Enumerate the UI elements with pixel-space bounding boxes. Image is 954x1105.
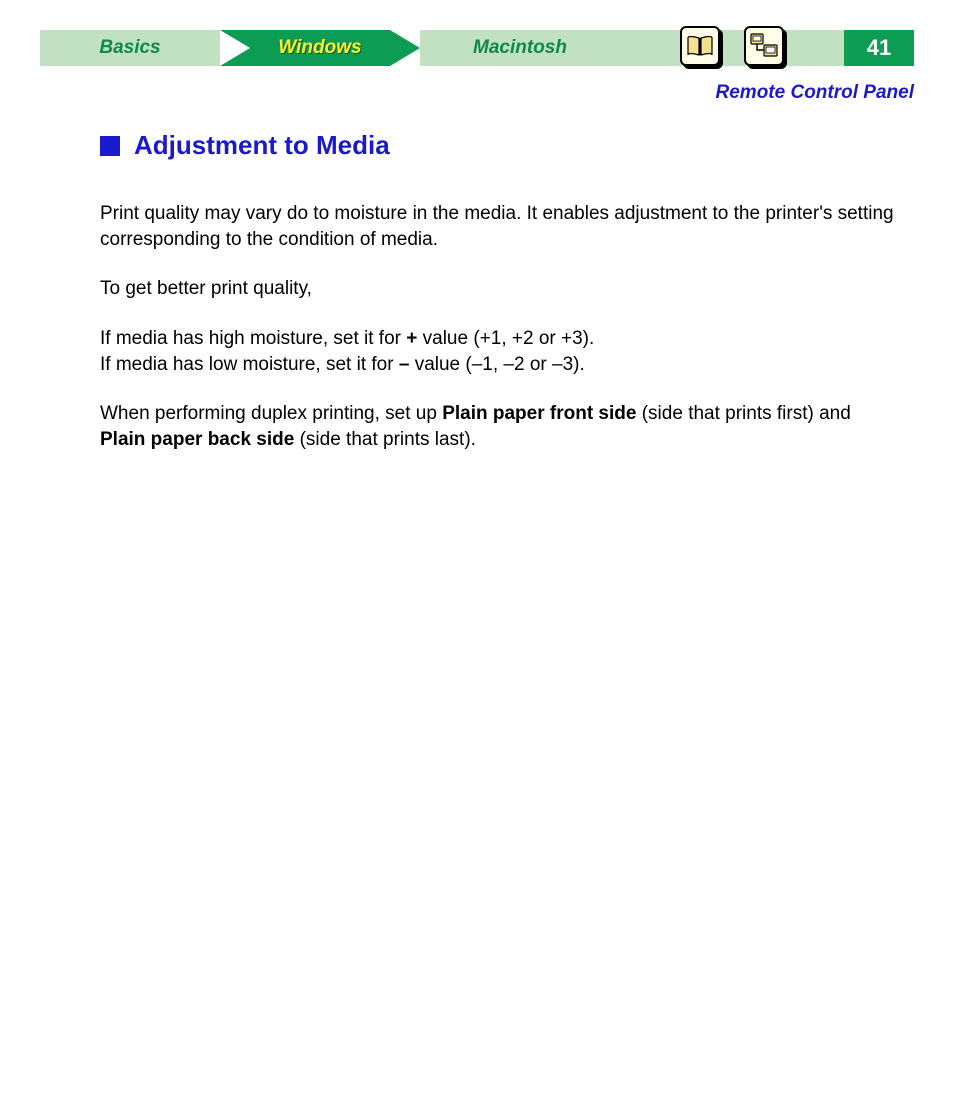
heading-bullet-icon (100, 136, 120, 156)
p5-a: When performing duplex printing, set up (100, 403, 442, 424)
heading-text: Adjustment to Media (134, 130, 390, 161)
p4-prefix: If media has low moisture, set it for (100, 354, 399, 375)
tab-windows[interactable]: Windows (220, 30, 420, 66)
tab-macintosh-label: Macintosh (473, 37, 567, 59)
nav-bar: Basics Windows Macintosh (40, 30, 914, 66)
paragraph-4: If media has low moisture, set it for – … (100, 352, 894, 378)
p3-suffix: value (+1, +2 or +3). (417, 328, 594, 349)
tab-windows-label: Windows (220, 30, 420, 66)
page-number-value: 41 (867, 35, 891, 61)
section-heading: Adjustment to Media (100, 130, 894, 161)
p5-bold2: Plain paper back side (100, 429, 294, 450)
p3-prefix: If media has high moisture, set it for (100, 328, 406, 349)
p5-c: (side that prints last). (294, 429, 476, 450)
paragraph-1: Print quality may vary do to moisture in… (100, 201, 894, 252)
p3-plus: + (406, 328, 417, 349)
p4-minus: – (399, 354, 410, 375)
page-number: 41 (844, 30, 914, 66)
p4-suffix: value (–1, –2 or –3). (409, 354, 584, 375)
body-text: Print quality may vary do to moisture in… (100, 201, 894, 452)
network-icon-button[interactable] (744, 26, 784, 66)
p5-b: (side that prints first) and (636, 403, 850, 424)
tab-basics-label: Basics (99, 37, 160, 59)
paragraph-5: When performing duplex printing, set up … (100, 401, 894, 452)
p5-bold1: Plain paper front side (442, 403, 636, 424)
content-area: Adjustment to Media Print quality may va… (100, 130, 894, 476)
book-icon (686, 35, 714, 57)
tab-macintosh[interactable]: Macintosh (420, 30, 620, 66)
paragraph-3: If media has high moisture, set it for +… (100, 326, 894, 352)
book-icon-button[interactable] (680, 26, 720, 66)
paragraph-2: To get better print quality, (100, 276, 894, 302)
section-subtitle: Remote Control Panel (716, 82, 914, 104)
tab-basics[interactable]: Basics (40, 30, 220, 66)
network-pc-icon (749, 33, 779, 59)
icon-area (620, 30, 844, 66)
